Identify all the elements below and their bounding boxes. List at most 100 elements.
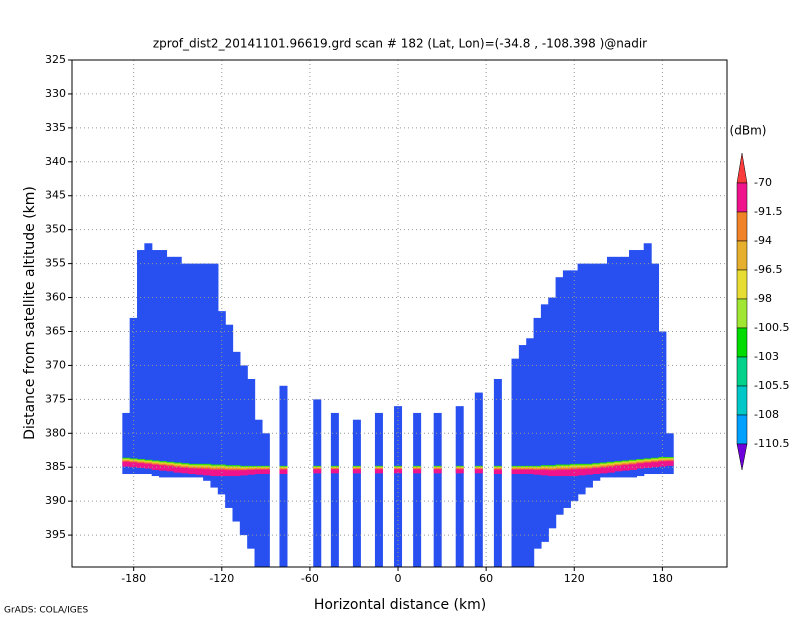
x-tick-label: -120 — [209, 572, 234, 585]
beam — [279, 385, 288, 567]
surface-echo — [261, 465, 270, 475]
credit: GrADS: COLA/IGES — [4, 606, 88, 616]
beam — [159, 250, 168, 478]
y-tick-label: 385 — [45, 460, 66, 473]
colorbar-box — [736, 269, 748, 300]
beam — [606, 256, 615, 478]
colorbar-box — [736, 240, 748, 271]
y-axis-label: Distance from satellite altitude (km) — [22, 186, 38, 440]
beam — [555, 277, 564, 515]
surface-echo — [122, 457, 131, 467]
x-tick-label: -60 — [301, 572, 319, 585]
surface-echo — [330, 465, 339, 474]
beam — [210, 263, 219, 488]
surface-echo — [313, 465, 322, 474]
beam — [584, 263, 593, 488]
y-tick-label: 390 — [45, 494, 66, 507]
beam — [394, 406, 403, 567]
beam — [474, 392, 483, 567]
beam — [592, 263, 601, 481]
colorbar-label: -91.5 — [754, 205, 782, 218]
beam — [533, 317, 542, 549]
surface-echo — [511, 465, 520, 475]
surface-echo — [413, 465, 422, 474]
beam — [518, 345, 527, 567]
surface-echo — [173, 462, 182, 473]
beam — [225, 324, 234, 508]
surface-echo — [614, 461, 623, 472]
colorbar-cap — [736, 152, 748, 184]
beam — [173, 256, 182, 478]
surface-echo — [232, 465, 241, 477]
beam — [548, 297, 557, 529]
surface-echo — [636, 459, 645, 469]
surface-echo — [195, 463, 204, 475]
beam — [577, 263, 586, 495]
beam — [599, 263, 608, 478]
beam — [330, 412, 339, 567]
beam — [261, 433, 270, 567]
colorbar-box — [736, 182, 748, 213]
surface-echo — [374, 465, 383, 474]
surface-echo — [455, 465, 464, 474]
surface-echo — [188, 463, 197, 475]
y-tick-label: 335 — [45, 121, 66, 134]
surface-echo — [239, 465, 248, 476]
colorbar-label: -98 — [754, 292, 772, 305]
surface-echo — [592, 463, 601, 475]
x-axis-label: Horizontal distance (km) — [314, 597, 486, 613]
surface-echo — [394, 465, 403, 474]
surface-echo — [577, 463, 586, 476]
colorbar-label: -70 — [754, 176, 772, 189]
y-tick-label: 370 — [45, 358, 66, 371]
colorbar-box — [736, 298, 748, 329]
surface-echo — [203, 463, 212, 476]
beam — [562, 270, 571, 508]
beam — [254, 419, 263, 567]
surface-echo — [254, 465, 263, 475]
beam — [614, 256, 623, 478]
beam — [144, 243, 153, 475]
y-tick-label: 375 — [45, 392, 66, 405]
surface-echo — [599, 462, 608, 474]
colorbar-label: -100.5 — [754, 321, 789, 334]
beam — [570, 270, 579, 502]
plot-frame — [71, 59, 728, 568]
y-tick-label: 380 — [45, 426, 66, 439]
beam — [239, 365, 248, 536]
surface-echo — [548, 465, 557, 477]
beam — [636, 250, 645, 477]
surface-echo — [433, 465, 442, 474]
surface-echo — [159, 461, 168, 471]
surface-echo — [247, 465, 256, 475]
beam — [203, 263, 212, 481]
y-tick-label: 345 — [45, 189, 66, 202]
beam — [122, 412, 131, 475]
surface-echo — [129, 458, 138, 468]
colorbar-label: -108 — [754, 408, 779, 421]
colorbar-box — [736, 385, 748, 416]
surface-echo — [493, 465, 502, 475]
x-tick-label: 60 — [479, 572, 493, 585]
chart-title: zprof_dist2_20141101.96619.grd scan # 18… — [153, 37, 647, 51]
beam — [540, 304, 549, 542]
surface-echo — [540, 465, 549, 476]
beam — [247, 378, 256, 549]
colorbar-box — [736, 211, 748, 242]
beam — [511, 358, 520, 567]
beam — [413, 412, 422, 567]
y-tick-label: 395 — [45, 528, 66, 541]
x-tick-label: -180 — [121, 572, 146, 585]
colorbar-box — [736, 327, 748, 358]
beam — [151, 250, 160, 477]
y-tick-label: 340 — [45, 155, 66, 168]
colorbar-unit: (dBm) — [730, 124, 767, 138]
colorbar-box — [736, 356, 748, 387]
x-tick-label: 120 — [564, 572, 585, 585]
surface-echo — [562, 464, 571, 477]
y-tick-label: 350 — [45, 223, 66, 236]
y-tick-label: 325 — [45, 53, 66, 66]
surface-echo — [151, 460, 160, 470]
colorbar-label: -105.5 — [754, 379, 789, 392]
